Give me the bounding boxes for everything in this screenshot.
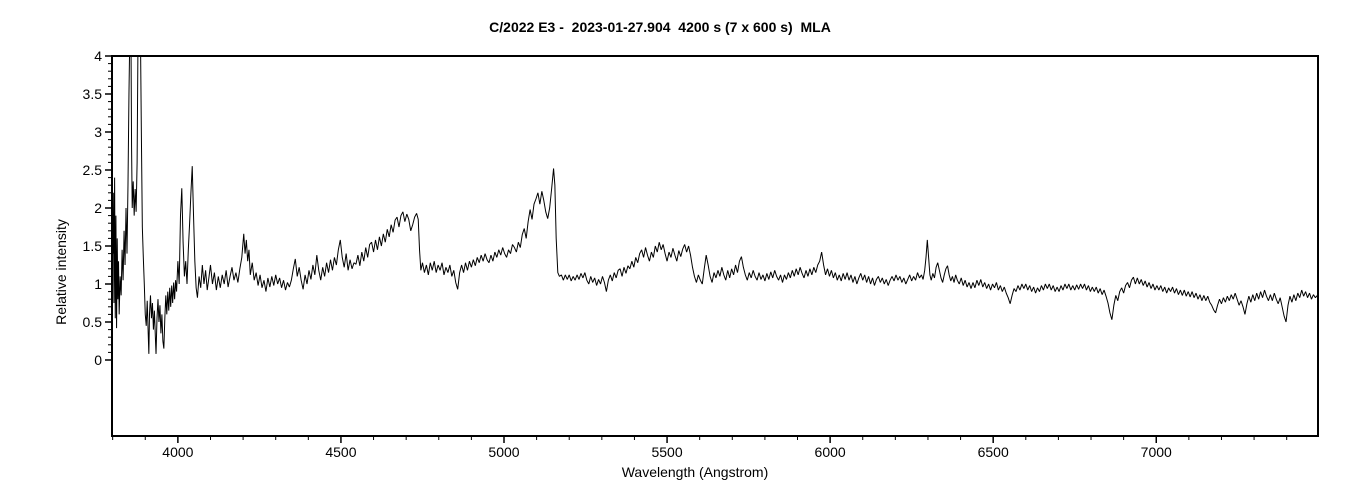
- y-tick-label: 4: [94, 48, 102, 64]
- y-axis-label: Relative intensity: [53, 219, 69, 325]
- y-tick-label: 0: [94, 352, 102, 368]
- x-axis-label: Wavelength (Angstrom): [622, 464, 769, 480]
- spectrum-line: [112, 56, 1318, 354]
- y-tick-label: 3: [94, 124, 102, 140]
- y-tick-label: 0.5: [83, 314, 103, 330]
- x-tick-label: 6000: [815, 444, 846, 460]
- x-tick-label: 5000: [488, 444, 519, 460]
- y-tick-label: 1.5: [83, 238, 103, 254]
- chart-title: C/2022 E3 - 2023-01-27.904 4200 s (7 x 6…: [489, 19, 831, 35]
- axis-ticks: [105, 55, 1288, 443]
- x-tick-label: 6500: [978, 444, 1009, 460]
- axis-tick-labels: 4000 4500 5000 5500 6000 6500 7000 0 0.5 1 1.5 2 2.5…: [83, 48, 1172, 460]
- plot-border: [111, 55, 1319, 437]
- x-tick-label: 5500: [651, 444, 682, 460]
- x-tick-label: 4500: [325, 444, 356, 460]
- y-tick-label: 2.5: [83, 162, 103, 178]
- x-tick-label: 7000: [1141, 444, 1172, 460]
- y-tick-label: 2: [94, 200, 102, 216]
- x-tick-label: 4000: [162, 444, 193, 460]
- y-tick-label: 1: [94, 276, 102, 292]
- y-tick-label: 3.5: [83, 86, 103, 102]
